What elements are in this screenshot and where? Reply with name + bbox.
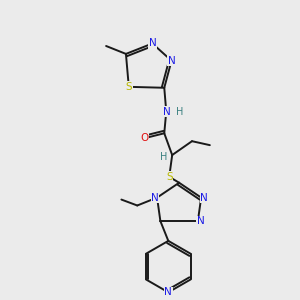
Text: N: N xyxy=(164,287,172,297)
Text: N: N xyxy=(164,106,171,116)
Text: N: N xyxy=(151,193,159,202)
Text: N: N xyxy=(148,38,156,49)
Text: S: S xyxy=(166,172,172,182)
Text: H: H xyxy=(176,106,184,116)
Text: H: H xyxy=(160,152,167,162)
Text: O: O xyxy=(140,133,148,143)
Text: S: S xyxy=(125,82,132,92)
Text: N: N xyxy=(168,56,176,66)
Text: N: N xyxy=(200,193,208,202)
Text: N: N xyxy=(197,216,205,226)
